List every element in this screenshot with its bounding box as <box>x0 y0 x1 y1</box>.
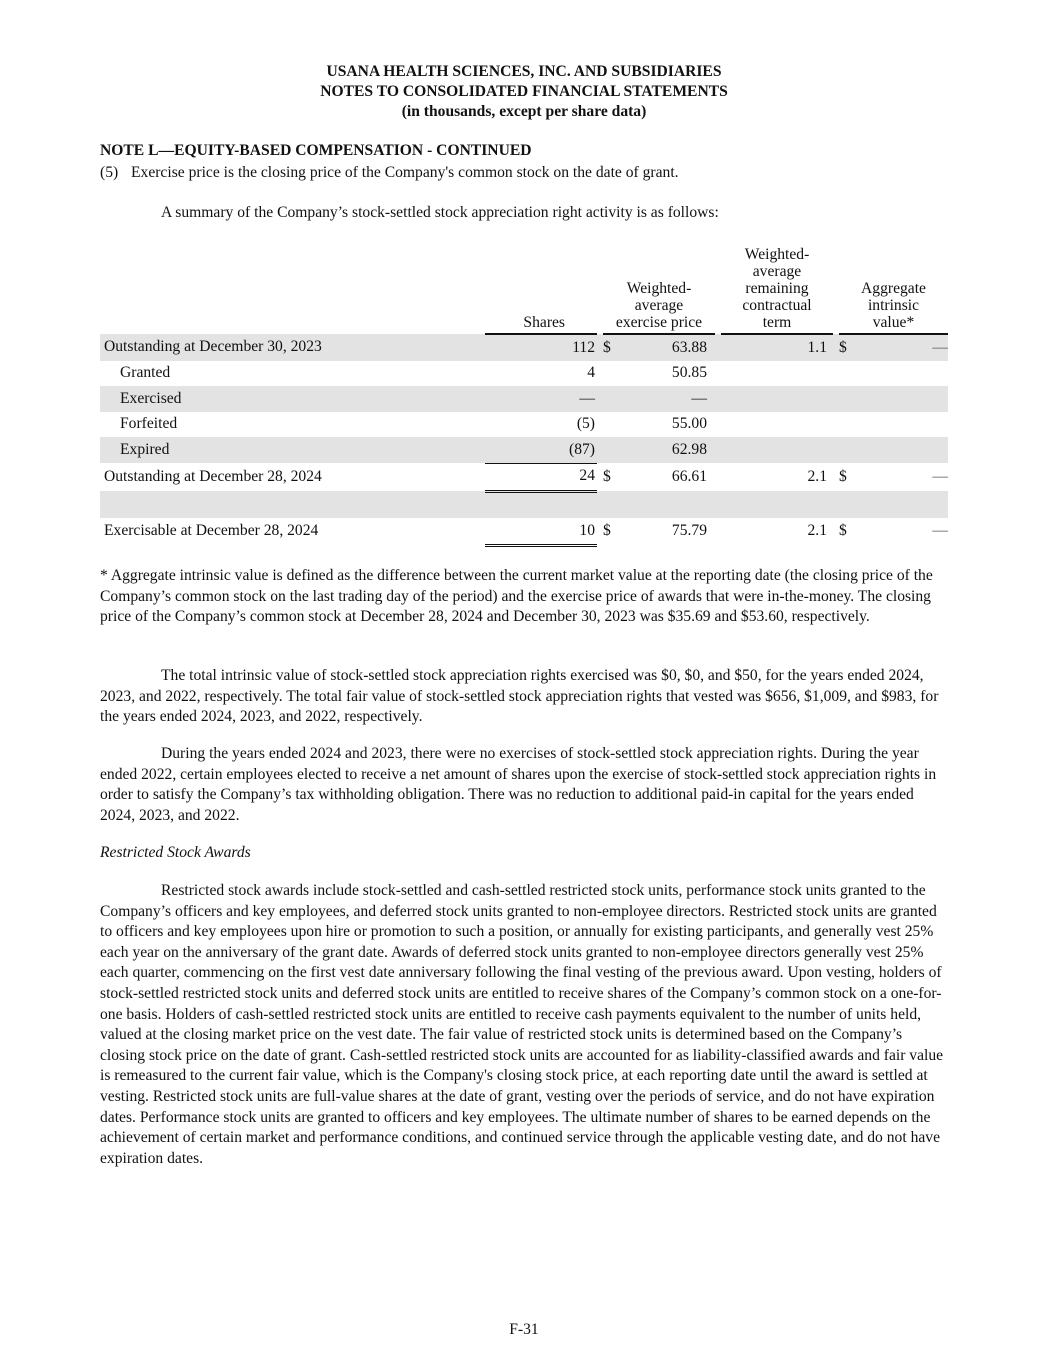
currency-symbol: $ <box>603 334 623 361</box>
currency-symbol <box>839 437 859 464</box>
shares-value: 112 <box>485 334 597 361</box>
header-intrinsic-value: Aggregate intrinsic value* <box>839 246 948 335</box>
note-title: NOTE L—EQUITY-BASED COMPENSATION - CONTI… <box>100 142 532 159</box>
exercise-price-value: 63.88 <box>623 334 715 361</box>
table-row: Exercisable at December 28, 2024 10 $75.79… <box>100 518 948 547</box>
row-label: Granted <box>120 364 171 382</box>
intrinsic-value <box>859 437 948 464</box>
exercise-price-value: — <box>623 386 715 412</box>
intrinsic-value <box>859 412 948 438</box>
currency-symbol <box>603 412 623 438</box>
shares-value: — <box>485 386 597 412</box>
table-row: Granted 4 50.85 <box>100 361 948 387</box>
currency-symbol <box>603 386 623 412</box>
remaining-term-value: 2.1 <box>807 467 828 485</box>
currency-symbol <box>603 437 623 464</box>
shares-value: 10 <box>485 518 597 547</box>
footnote-5: (5) Exercise price is the closing price o… <box>100 163 679 184</box>
document-header: USANA HEALTH SCIENCES, INC. AND SUBSIDIA… <box>0 62 1048 122</box>
shares-value: (87) <box>485 437 597 464</box>
shares-value: 4 <box>587 364 595 382</box>
table-intro: A summary of the Company’s stock-settled… <box>161 204 719 221</box>
currency-symbol: $ <box>839 522 847 540</box>
remaining-term-value: 1.1 <box>721 334 833 361</box>
page-number: F-31 <box>509 1321 539 1338</box>
shares-value: 24 <box>485 463 597 493</box>
table-row: Outstanding at December 28, 2024 24 $66.61… <box>100 463 948 493</box>
header-exercise-price: Weighted-average exercise price <box>603 246 715 335</box>
intrinsic-value: — <box>859 334 948 361</box>
table-row: Forfeited (5) 55.00 <box>100 412 948 438</box>
table-row: Expired (87) 62.98 <box>100 437 948 464</box>
currency-symbol: $ <box>603 522 611 540</box>
spacer-row <box>100 491 948 519</box>
company-name: USANA HEALTH SCIENCES, INC. AND SUBSIDIA… <box>326 63 722 80</box>
intrinsic-value: — <box>932 522 948 540</box>
intrinsic-value <box>859 361 948 387</box>
table-row: Outstanding at December 30, 2023 112 $63.8… <box>100 334 948 361</box>
footnote-text: Exercise price is the closing price of t… <box>131 164 679 181</box>
currency-symbol: $ <box>839 334 859 361</box>
row-label: Outstanding at December 30, 2023 <box>100 334 485 361</box>
header-remaining-term: Weighted-average remaining contractual term <box>721 246 833 335</box>
statement-title: NOTES TO CONSOLIDATED FINANCIAL STATEMEN… <box>320 83 728 100</box>
units-note: (in thousands, except per share data) <box>401 103 647 120</box>
currency-symbol <box>603 361 623 387</box>
remaining-term-value <box>721 386 833 412</box>
exercise-price-value: 55.00 <box>671 415 707 433</box>
paragraph-intrinsic-fair-value: The total intrinsic value of stock-settl… <box>100 667 939 726</box>
sar-activity-table: Shares Weighted-average exercise price We… <box>100 246 948 547</box>
paragraph-restricted-stock: Restricted stock awards include stock-se… <box>100 882 944 1167</box>
intrinsic-value-footnote: * Aggregate intrinsic value is defined a… <box>100 567 933 626</box>
row-label: Expired <box>100 437 485 464</box>
currency-symbol: $ <box>839 467 847 485</box>
remaining-term-value: 2.1 <box>807 522 828 540</box>
row-label: Forfeited <box>120 415 178 433</box>
row-label: Exercised <box>100 386 485 412</box>
remaining-term-value <box>721 361 833 387</box>
shares-value: (5) <box>576 415 595 433</box>
exercise-price-value: 66.61 <box>671 467 707 485</box>
intrinsic-value <box>859 386 948 412</box>
paragraph-exercises: During the years ended 2024 and 2023, th… <box>100 745 937 824</box>
currency-symbol <box>839 412 859 438</box>
currency-symbol <box>839 361 859 387</box>
currency-symbol: $ <box>603 467 611 485</box>
exercise-price-value: 62.98 <box>623 437 715 464</box>
header-shares: Shares <box>485 246 597 335</box>
row-label: Exercisable at December 28, 2024 <box>104 522 319 540</box>
table-row: Exercised — — <box>100 386 948 412</box>
intrinsic-value: — <box>932 467 948 485</box>
exercise-price-value: 50.85 <box>671 364 707 382</box>
row-label: Outstanding at December 28, 2024 <box>104 467 322 485</box>
currency-symbol <box>839 386 859 412</box>
remaining-term-value <box>721 437 833 464</box>
footnote-number: (5) <box>100 164 119 181</box>
subheading-restricted-stock: Restricted Stock Awards <box>100 844 251 861</box>
exercise-price-value: 75.79 <box>671 522 707 540</box>
remaining-term-value <box>721 412 833 438</box>
